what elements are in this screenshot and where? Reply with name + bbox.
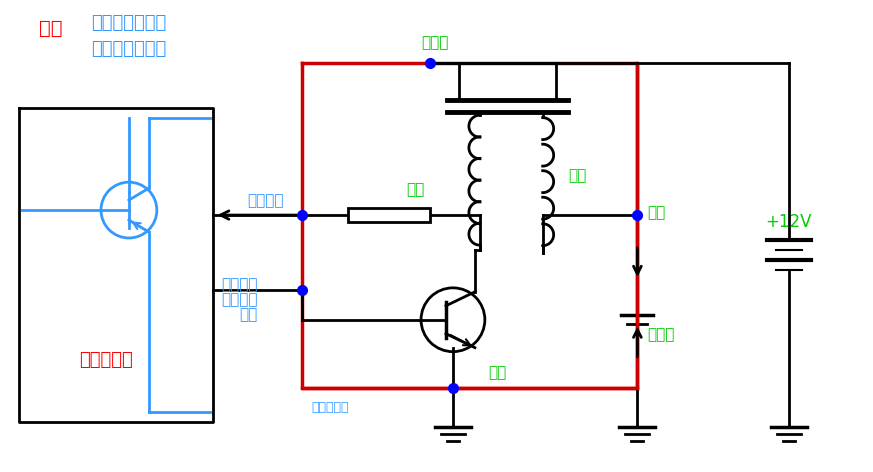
Text: 丰田: 丰田 bbox=[39, 19, 63, 38]
Text: +12V: +12V bbox=[766, 213, 812, 231]
Bar bbox=[348, 208, 430, 222]
Text: 次级: 次级 bbox=[568, 168, 587, 183]
Text: 控制: 控制 bbox=[239, 307, 258, 322]
Text: 四线反馈型独立: 四线反馈型独立 bbox=[91, 14, 166, 32]
Text: 车师傅电子: 车师傅电子 bbox=[312, 401, 349, 414]
Text: 点火线圈电路图: 点火线圈电路图 bbox=[91, 40, 166, 58]
Text: 反馈信号: 反馈信号 bbox=[247, 194, 284, 209]
Text: 火花塞: 火花塞 bbox=[648, 327, 675, 342]
Text: 电源正: 电源正 bbox=[422, 35, 449, 50]
Text: 发动机电脑: 发动机电脑 bbox=[79, 351, 133, 369]
Text: 点火信号: 点火信号 bbox=[221, 278, 258, 292]
Text: 正占空比: 正占空比 bbox=[221, 292, 258, 307]
Text: 接地: 接地 bbox=[489, 365, 507, 380]
Text: 初级: 初级 bbox=[407, 183, 424, 198]
Text: 高压: 高压 bbox=[648, 206, 665, 220]
